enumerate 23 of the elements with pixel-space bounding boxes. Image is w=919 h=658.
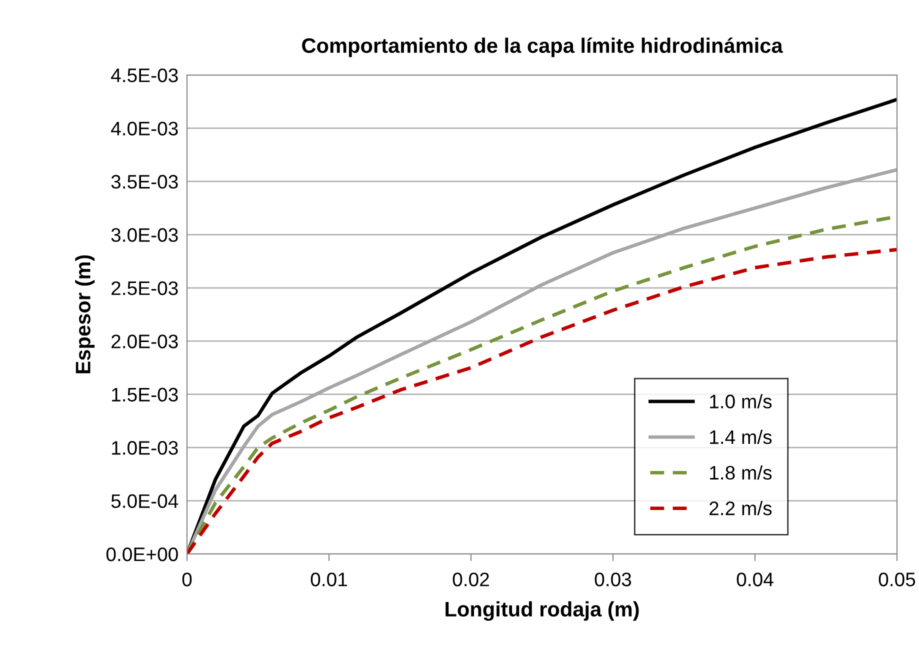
y-tick-label: 2.5E-03 — [112, 281, 178, 296]
y-tick-label: 3.0E-03 — [111, 228, 178, 242]
y-tick-label: 4.0E-03 — [111, 122, 178, 136]
x-tick-label: 0.01 — [310, 572, 347, 586]
y-tick-label: 1.0E-03 — [112, 441, 178, 455]
y-tick-label: 5.0E-04 — [111, 494, 178, 508]
x-tick-label: 0.03 — [594, 572, 632, 586]
chart-title: Comportamiento de la capa límite hidrodinámica — [302, 38, 783, 58]
y-tick-label: 3.5E-03 — [111, 174, 178, 189]
y-axis-title: Espesor (m) — [75, 255, 95, 374]
legend-label: 1.0 m/s — [710, 394, 772, 408]
y-tick-label: 4.5E-03 — [111, 68, 178, 82]
x-tick-label: 0.04 — [736, 572, 774, 586]
x-axis-title: Longitud rodaja (m) — [446, 601, 639, 621]
y-tick-label: 0.0E+00 — [106, 547, 178, 562]
x-tick-label: 0.02 — [452, 572, 489, 586]
legend-label: 1.8 m/s — [710, 465, 772, 480]
y-tick-label: 1.5E-03 — [112, 388, 178, 402]
x-tick-label: 0.05 — [878, 572, 916, 586]
legend-label: 2.2 m/s — [710, 501, 772, 516]
y-tick-label: 2.0E-03 — [112, 334, 178, 348]
x-tick-label: 0 — [182, 572, 192, 586]
legend-label: 1.4 m/s — [710, 430, 772, 444]
